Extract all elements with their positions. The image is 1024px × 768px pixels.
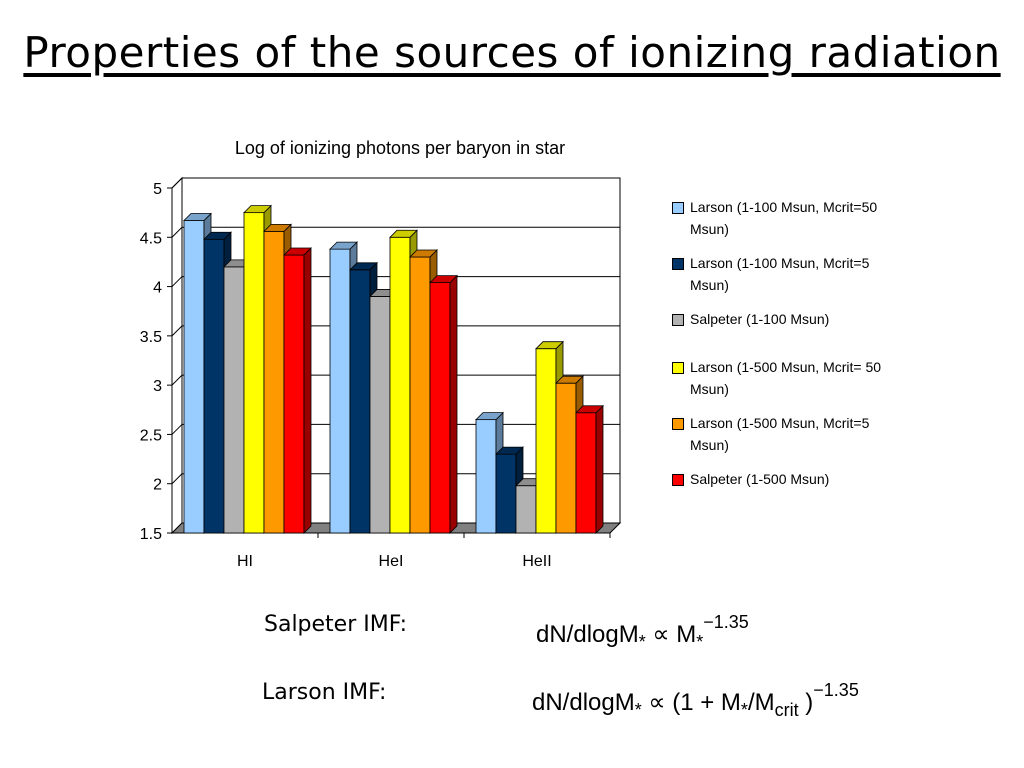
formula-text: dN/dlogM <box>536 621 639 648</box>
formula-text: /M <box>747 689 775 716</box>
bar-3-0 <box>243 212 265 534</box>
gridline-side <box>171 226 183 238</box>
formula-text: dN/dlogM <box>532 689 635 716</box>
salpeter-imf-label: Salpeter IMF: <box>264 612 408 637</box>
legend-item: Larson (1-100 Msun, Mcrit=50 Msun) <box>672 196 882 240</box>
formula-subscript: crit <box>774 700 799 720</box>
bar-5-1 <box>429 282 451 534</box>
bar-side <box>449 274 458 534</box>
bar-1-2 <box>495 453 517 534</box>
legend-swatch <box>672 474 684 486</box>
y-tick-label: 3 <box>153 378 162 395</box>
gridline-side <box>171 325 183 337</box>
bar-3-1 <box>389 236 411 534</box>
legend-swatch <box>672 314 684 326</box>
y-tick-label: 2 <box>153 477 162 494</box>
salpeter-imf-formula: dN/dlogM* ∝ M*−1.35 <box>536 612 749 653</box>
y-tick-label: 2.5 <box>140 427 162 444</box>
legend-item: Larson (1-100 Msun, Mcrit=5 Msun) <box>672 252 882 296</box>
formula-star: * <box>638 632 646 652</box>
legend-label: Larson (1-100 Msun, Mcrit=5 Msun) <box>690 255 870 293</box>
y-tick-label: 5 <box>153 181 162 198</box>
chart-legend: Larson (1-100 Msun, Mcrit=50 Msun) Larso… <box>672 196 882 502</box>
bar-0-1 <box>329 248 351 534</box>
formula-text: ) <box>805 689 814 716</box>
y-tick-label: 3.5 <box>140 329 162 346</box>
gridline-side <box>171 473 183 485</box>
bar-top <box>555 375 584 384</box>
formula-star: * <box>740 700 748 720</box>
formula-text: M <box>676 621 697 648</box>
gridline-side <box>171 424 183 435</box>
bar-5-0 <box>283 254 305 534</box>
bar-2-2 <box>515 485 537 534</box>
legend-label: Salpeter (1-500 Msun) <box>690 471 830 487</box>
bar-top <box>349 262 378 271</box>
bar-4-0 <box>263 230 285 534</box>
y-tick-label: 4.5 <box>140 230 162 247</box>
legend-item: Salpeter (1-100 Msun) <box>672 308 882 330</box>
x-tick-label: HI <box>237 553 253 570</box>
bar-3-2 <box>535 348 557 534</box>
legend-swatch <box>672 362 684 374</box>
x-tick-label: HeI <box>379 553 404 570</box>
bar-top <box>409 249 438 258</box>
bar-4-2 <box>555 382 577 534</box>
formula-star: * <box>696 632 704 652</box>
legend-swatch <box>672 202 684 214</box>
legend-label: Larson (1-500 Msun, Mcrit=5 Msun) <box>690 415 870 453</box>
gridline-side <box>171 374 183 386</box>
bar-0-0 <box>183 220 205 534</box>
bar-top <box>263 223 292 232</box>
chart-title: Log of ionizing photons per baryon in st… <box>234 138 566 158</box>
bar-top <box>389 229 418 238</box>
bar-1-0 <box>203 238 225 534</box>
bar-side <box>303 247 312 534</box>
legend-label: Salpeter (1-100 Msun) <box>690 311 830 327</box>
bar-top <box>283 247 312 256</box>
bar-top <box>243 205 272 214</box>
y-tick-label: 1.5 <box>140 526 162 543</box>
bar-0-2 <box>475 419 497 534</box>
bar-5-2 <box>575 412 597 534</box>
bar-top <box>535 341 564 350</box>
legend-item: Larson (1-500 Msun, Mcrit= 50 Msun) <box>672 356 882 400</box>
slide-title: Properties of the sources of ionizing ra… <box>23 28 1001 77</box>
bar-top <box>183 213 212 221</box>
formula-text: (1 + M <box>672 689 741 716</box>
bar-top <box>475 412 504 421</box>
bar-top <box>575 405 604 414</box>
legend-swatch <box>672 418 684 430</box>
proportional-symbol: ∝ <box>652 621 670 648</box>
bar-side <box>595 404 604 534</box>
formula-star: * <box>634 700 642 720</box>
plot-side-wall <box>171 176 183 535</box>
bar-4-1 <box>409 256 431 534</box>
gridline-side <box>171 276 183 287</box>
bar-2-0 <box>223 266 245 534</box>
x-tick-label: HeII <box>522 553 551 570</box>
legend-swatch <box>672 258 684 270</box>
bar-2-1 <box>369 296 391 534</box>
formula-exponent: −1.35 <box>813 680 859 700</box>
larson-imf-formula: dN/dlogM* ∝ (1 + M*/Mcrit )−1.35 <box>532 680 859 721</box>
y-tick-label: 4 <box>153 280 162 297</box>
gridline-side <box>171 177 183 189</box>
formula-exponent: −1.35 <box>703 612 749 632</box>
larson-imf-label: Larson IMF: <box>262 680 387 705</box>
legend-label: Larson (1-100 Msun, Mcrit=50 Msun) <box>690 199 878 237</box>
proportional-symbol: ∝ <box>648 689 666 716</box>
bar-top <box>429 275 458 284</box>
legend-item: Salpeter (1-500 Msun) <box>672 468 882 490</box>
bar-top <box>495 446 524 455</box>
legend-label: Larson (1-500 Msun, Mcrit= 50 Msun) <box>690 359 882 397</box>
legend-item: Larson (1-500 Msun, Mcrit=5 Msun) <box>672 412 882 456</box>
bar-top <box>203 231 232 240</box>
bar-top <box>329 241 358 250</box>
bar-1-1 <box>349 269 371 534</box>
